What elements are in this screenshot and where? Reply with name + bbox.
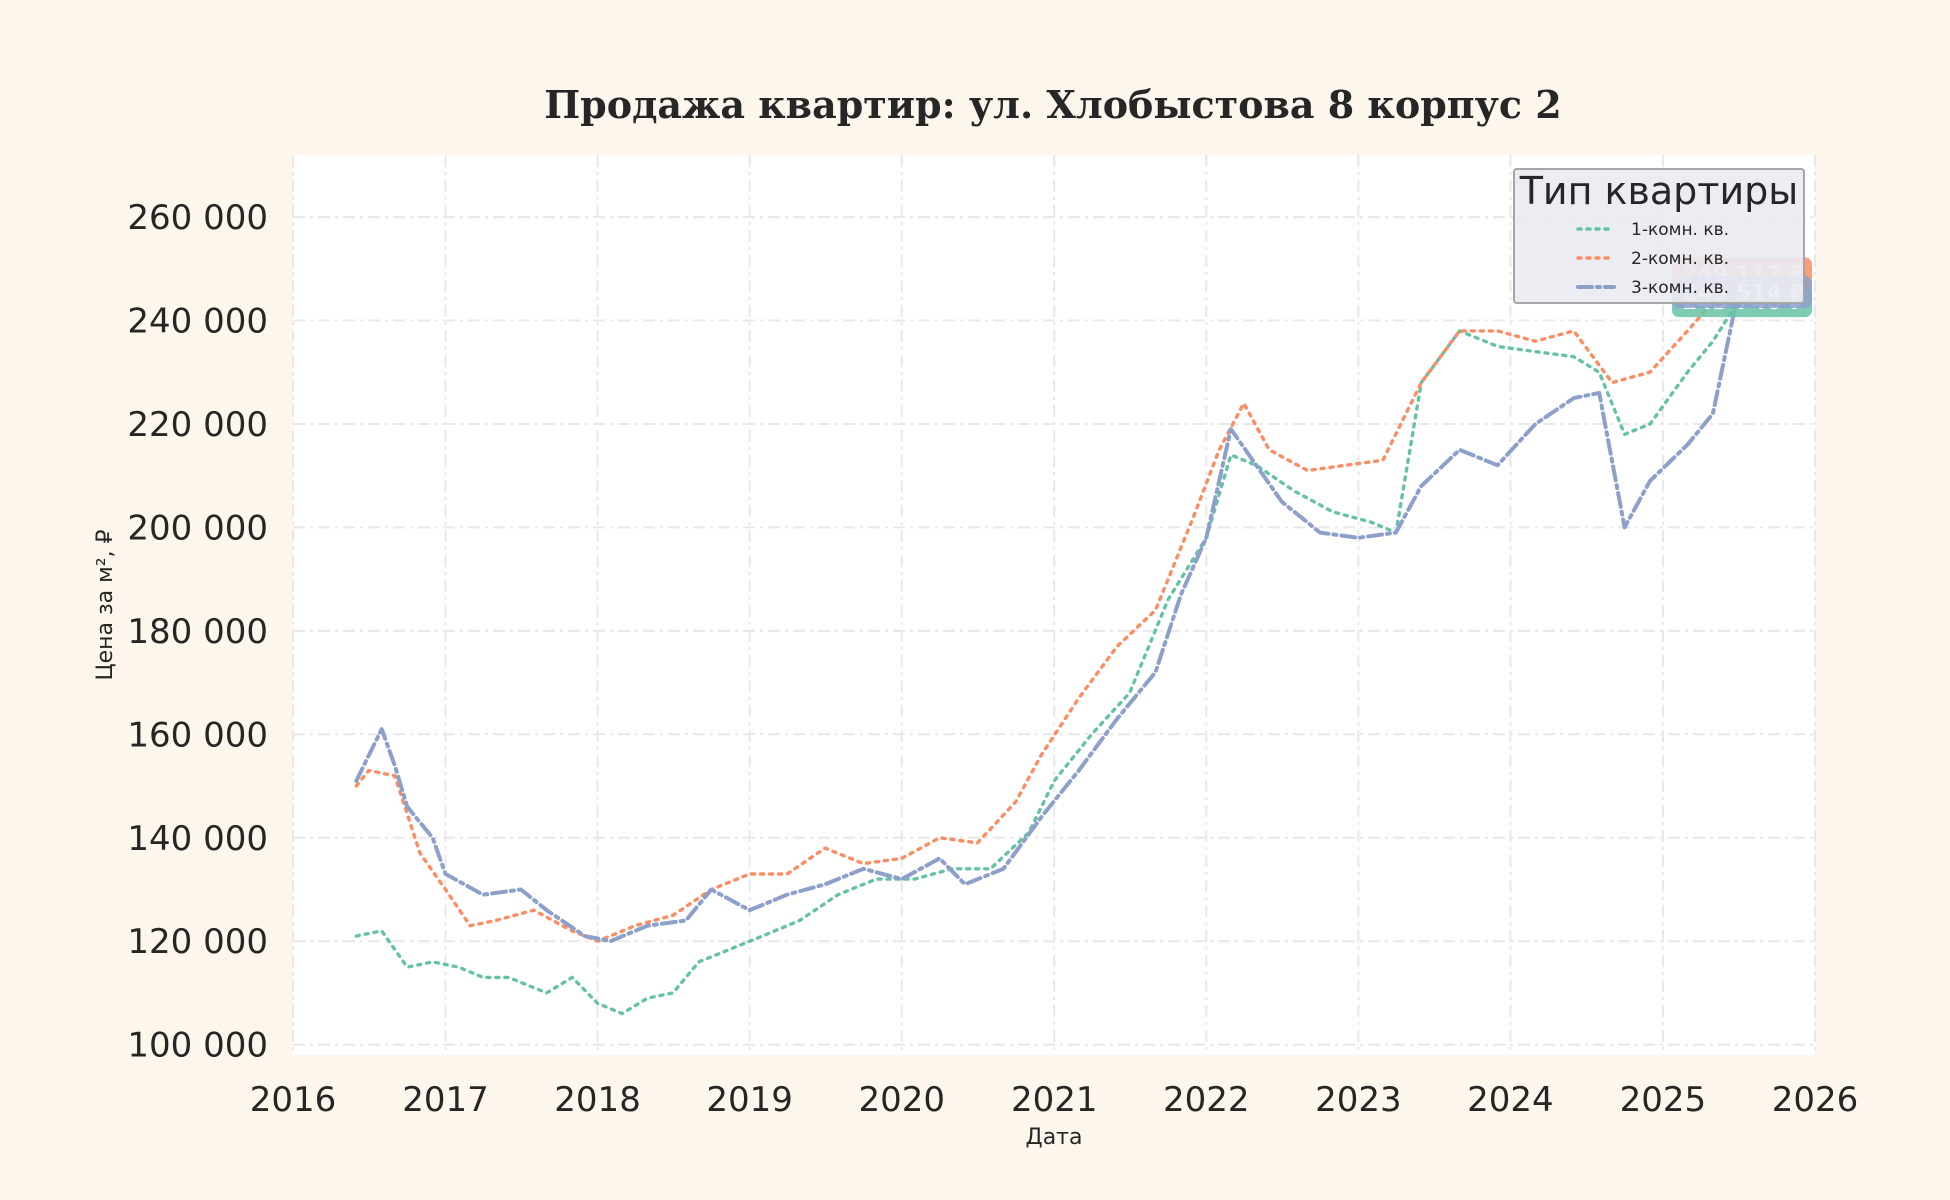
x-axis-label: Дата	[1026, 1125, 1083, 1150]
x-tick-label: 2024	[1467, 1080, 1554, 1120]
x-tick-label: 2021	[1011, 1080, 1098, 1120]
x-tick-label: 2018	[554, 1080, 641, 1120]
legend: Тип квартиры 1-комн. кв. 2-комн. кв. 3-ком…	[1513, 168, 1805, 304]
series-layer	[354, 271, 1741, 1016]
series-line	[354, 271, 1741, 943]
y-axis-label: Цена за м², ₽	[93, 529, 118, 680]
x-tick-label: 2020	[858, 1080, 945, 1120]
y-tick-label: 140 000	[127, 819, 268, 859]
legend-title: Тип квартиры	[1519, 169, 1799, 213]
legend-label: 1-комн. кв.	[1631, 220, 1729, 240]
chart-title: Продажа квартир: ул. Хлобыстова 8 корпус…	[544, 82, 1561, 127]
x-tick-label: 2022	[1163, 1080, 1250, 1120]
y-tick-labels: 100 000 120 000 140 000 160 000 180 000 200 0…	[127, 198, 268, 1066]
legend-entries: 1-комн. кв. 2-комн. кв. 3-комн. кв.	[1576, 220, 1729, 298]
series-line	[354, 290, 1741, 944]
x-tick-label: 2023	[1315, 1080, 1402, 1120]
legend-label: 2-комн. кв.	[1631, 249, 1729, 269]
x-tick-labels: 2016 2017 2018 2019 2020 2021 2022 2023 2024 2025…	[250, 1080, 1859, 1120]
y-tick-label: 100 000	[127, 1026, 268, 1066]
y-tick-label: 180 000	[127, 612, 268, 652]
y-tick-label: 200 000	[127, 508, 268, 548]
legend-box	[1513, 168, 1805, 304]
legend-label: 3-комн. кв.	[1631, 278, 1729, 298]
grid	[292, 155, 1816, 1055]
y-tick-label: 160 000	[127, 715, 268, 755]
y-tick-label: 220 000	[127, 405, 268, 445]
x-tick-label: 2026	[1772, 1080, 1859, 1120]
x-tick-label: 2019	[706, 1080, 793, 1120]
x-tick-label: 2017	[402, 1080, 489, 1120]
y-tick-label: 120 000	[127, 922, 268, 962]
x-tick-label: 2025	[1620, 1080, 1707, 1120]
y-tick-label: 260 000	[127, 198, 268, 238]
x-tick-label: 2016	[250, 1080, 337, 1120]
y-tick-label: 240 000	[127, 302, 268, 342]
